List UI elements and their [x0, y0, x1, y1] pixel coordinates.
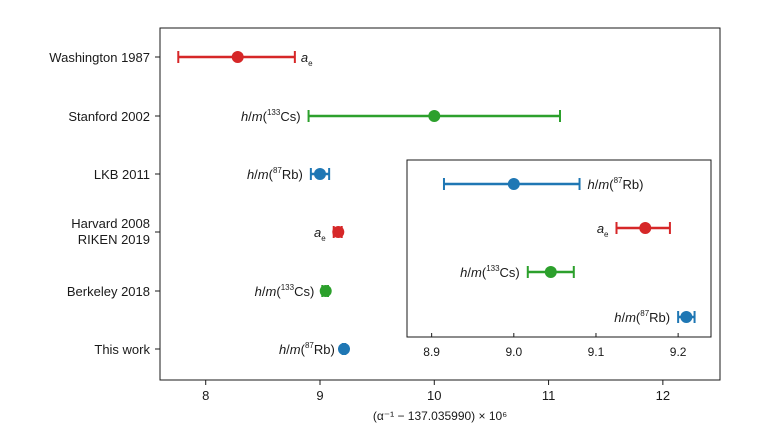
- method-label: h/m(133Cs): [255, 283, 315, 299]
- inset-x-tick-label: 9.2: [670, 345, 687, 359]
- inset-data-point: [639, 222, 652, 234]
- x-tick-label: 8: [202, 388, 209, 403]
- inset-x-tick-label: 9.0: [505, 345, 522, 359]
- inset-method-label: h/m(87Rb): [588, 176, 644, 192]
- data-point: [319, 285, 332, 297]
- inset-method-label: ae: [597, 221, 609, 239]
- method-label: h/m(133Cs): [241, 108, 301, 124]
- data-point: [332, 226, 345, 238]
- x-tick-label: 9: [316, 388, 323, 403]
- inset-data-point: [544, 266, 557, 278]
- x-tick-label: 12: [656, 388, 670, 403]
- inset-method-label: h/m(87Rb): [614, 309, 670, 325]
- inset-data-point: [680, 311, 693, 323]
- y-tick-label: Harvard 2008 RIKEN 2019: [71, 216, 150, 247]
- y-tick-label: This work: [94, 342, 150, 357]
- data-point: [314, 168, 326, 180]
- inset-method-label: h/m(133Cs): [460, 264, 520, 280]
- data-point: [428, 110, 441, 122]
- y-tick-label: Berkeley 2018: [67, 284, 150, 299]
- data-point: [231, 51, 244, 63]
- method-label: ae: [314, 225, 326, 243]
- x-tick-label: 10: [427, 388, 441, 403]
- method-label: ae: [301, 50, 313, 68]
- method-label: h/m(87Rb): [279, 341, 335, 357]
- inset-x-tick-label: 8.9: [423, 345, 440, 359]
- plot-frame: [159, 27, 721, 381]
- data-point: [338, 343, 350, 355]
- inset-frame: [406, 159, 712, 338]
- method-label: h/m(87Rb): [247, 166, 303, 182]
- y-tick-label: Washington 1987: [49, 50, 150, 65]
- x-tick-label: 11: [542, 388, 556, 403]
- x-axis-label: (α⁻¹ − 137.035990) × 10⁶: [373, 409, 507, 423]
- inset-data-point: [507, 178, 520, 190]
- inset-x-tick-label: 9.1: [588, 345, 605, 359]
- y-tick-label: Stanford 2002: [68, 109, 150, 124]
- y-tick-label: LKB 2011: [94, 167, 150, 182]
